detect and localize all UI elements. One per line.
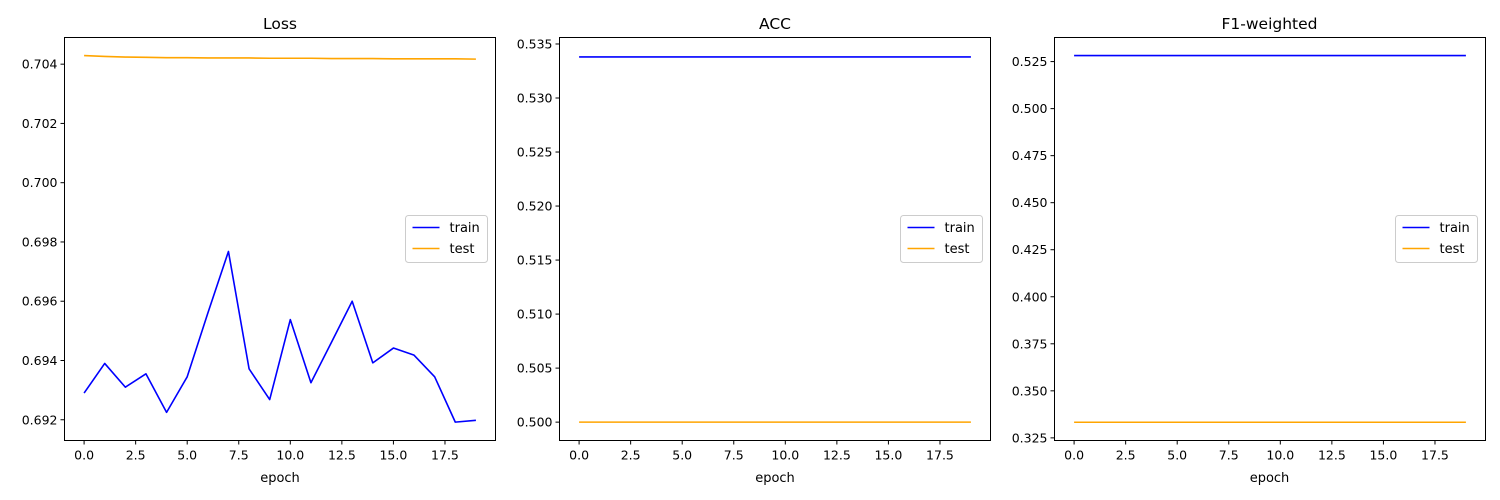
- panel-acc: ACC 0.0 2.5 5.0 7.5 10.0 12.5 15.0 17.5 0.500 0.5…: [517, 15, 991, 486]
- y-tick-label: 0.500: [517, 415, 553, 430]
- x-axis-title: epoch: [755, 471, 795, 486]
- x-tick-label: 17.5: [1421, 448, 1449, 463]
- x-tick-label: 15.0: [1369, 448, 1397, 463]
- y-tick-label: 0.700: [22, 175, 58, 190]
- x-axis-title: epoch: [260, 471, 300, 486]
- x-tick-label: 0.0: [569, 448, 589, 463]
- panel-loss: Loss 0.0 2.5 5.0 7.5 10.0 12.5 15.0 17.5 0.692 0.…: [22, 15, 496, 486]
- legend: train test: [1395, 215, 1478, 263]
- x-tick-label: 15.0: [874, 448, 902, 463]
- x-tick-label: 10.0: [771, 448, 799, 463]
- x-tick-label: 5.0: [1167, 448, 1187, 463]
- plot-frame: [64, 37, 496, 441]
- panel-title: Loss: [263, 15, 297, 33]
- x-tick-label: 10.0: [276, 448, 304, 463]
- series-line-test: [84, 54, 476, 60]
- y-tick-label: 0.515: [517, 253, 553, 268]
- y-tick-label: 0.692: [22, 412, 58, 427]
- x-tick-label: 10.0: [1266, 448, 1294, 463]
- y-tick-label: 0.475: [1012, 148, 1048, 163]
- y-tick-label: 0.702: [22, 116, 58, 131]
- x-tick-label: 2.5: [1116, 448, 1136, 463]
- legend-label-train: train: [450, 221, 480, 236]
- y-tick-label: 0.450: [1012, 195, 1048, 210]
- panel-title: ACC: [759, 15, 791, 33]
- legend: train test: [405, 215, 488, 263]
- x-tick-label: 2.5: [621, 448, 641, 463]
- legend-label-test: test: [1440, 242, 1465, 257]
- y-tick-label: 0.325: [1012, 430, 1048, 445]
- y-tick-label: 0.425: [1012, 242, 1048, 257]
- x-tick-label: 0.0: [1064, 448, 1084, 463]
- x-tick-label: 0.0: [74, 448, 94, 463]
- plot-frame: [559, 37, 991, 441]
- y-tick-label: 0.525: [1012, 54, 1048, 69]
- x-axis-title: epoch: [1250, 471, 1290, 486]
- panel-f1-weighted: F1-weighted 0.0 2.5 5.0 7.5 10.0 12.5 15.0 17.5…: [1012, 15, 1486, 486]
- x-tick-label: 17.5: [926, 448, 954, 463]
- x-tick-label: 7.5: [229, 448, 249, 463]
- legend-label-train: train: [1440, 221, 1470, 236]
- y-tick-label: 0.704: [22, 57, 58, 72]
- y-tick-label: 0.698: [22, 234, 58, 249]
- panel-title: F1-weighted: [1221, 15, 1317, 33]
- legend-label-test: test: [945, 242, 970, 257]
- y-tick-label: 0.520: [517, 199, 553, 214]
- y-tick-label: 0.530: [517, 91, 553, 106]
- legend: train test: [900, 215, 983, 263]
- y-tick-label: 0.400: [1012, 289, 1048, 304]
- x-tick-label: 7.5: [724, 448, 744, 463]
- x-tick-label: 5.0: [177, 448, 197, 463]
- x-tick-label: 5.0: [672, 448, 692, 463]
- y-tick-label: 0.505: [517, 361, 553, 376]
- plot-frame: [1054, 37, 1486, 441]
- y-tick-label: 0.510: [517, 307, 553, 322]
- legend-label-train: train: [945, 221, 975, 236]
- y-tick-label: 0.525: [517, 145, 553, 160]
- y-tick-label: 0.375: [1012, 336, 1048, 351]
- y-tick-label: 0.500: [1012, 101, 1048, 116]
- x-tick-label: 17.5: [431, 448, 459, 463]
- x-tick-label: 12.5: [1318, 448, 1346, 463]
- legend-label-test: test: [450, 242, 475, 257]
- y-tick-label: 0.696: [22, 294, 58, 309]
- y-tick-label: 0.350: [1012, 383, 1048, 398]
- x-tick-label: 12.5: [328, 448, 356, 463]
- x-tick-label: 2.5: [126, 448, 146, 463]
- y-tick-label: 0.694: [22, 353, 58, 368]
- x-tick-label: 7.5: [1219, 448, 1239, 463]
- y-tick-label: 0.535: [517, 36, 553, 51]
- series-line-train: [83, 250, 476, 423]
- x-tick-label: 12.5: [823, 448, 851, 463]
- x-tick-label: 15.0: [379, 448, 407, 463]
